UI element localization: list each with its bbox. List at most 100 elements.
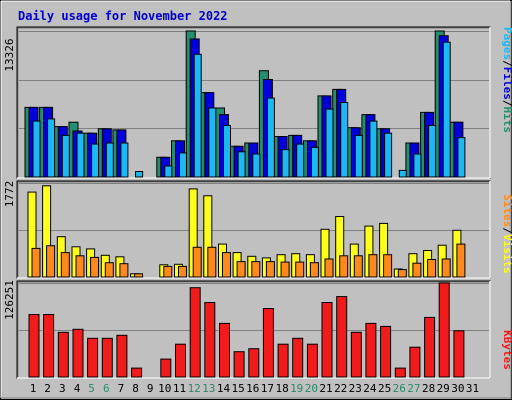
- day-label-13: 13: [202, 382, 215, 395]
- bar-sites-day-5: [90, 256, 100, 278]
- x-axis-day-labels: 1 2 3 4 5 6 7 8 9 10 11 12 13 14 15 16 17 18 19 20 21 22 23 24 2…: [30, 382, 479, 395]
- day-label-29: 29: [437, 382, 450, 395]
- day-label-10: 10: [158, 382, 171, 395]
- bar-kbytes-day-4: [72, 328, 84, 378]
- day-label-23: 23: [349, 382, 362, 395]
- panel-0-bars: [24, 30, 466, 178]
- bar-sites-day-24: [368, 254, 378, 278]
- bar-pages-day-15: [237, 151, 246, 178]
- day-label-14: 14: [217, 382, 231, 395]
- bar-sites-day-21: [324, 258, 334, 278]
- bar-sites-day-13: [207, 246, 217, 278]
- bar-kbytes-day-22: [336, 296, 348, 378]
- legend-sep-3: /: [501, 227, 512, 234]
- day-label-26: 26: [393, 382, 406, 395]
- panel-0-ymax-label: 13326: [3, 38, 16, 71]
- day-label-22: 22: [334, 382, 347, 395]
- day-label-3: 3: [59, 382, 66, 395]
- bar-sites-day-16: [251, 261, 261, 278]
- bar-pages-day-28: [428, 125, 437, 178]
- bar-kbytes-day-8: [131, 367, 143, 378]
- bar-kbytes-day-3: [57, 331, 69, 378]
- panel-visits-sites: [16, 180, 491, 279]
- bar-pages-day-24: [369, 120, 378, 178]
- bar-sites-day-26: [397, 269, 407, 278]
- bar-kbytes-day-29: [438, 282, 450, 378]
- bar-sites-day-4: [75, 255, 85, 278]
- panel-0-gridlines: [19, 31, 489, 129]
- bar-pages-day-17: [266, 97, 275, 178]
- legend-hits: Hits: [501, 107, 512, 134]
- day-label-18: 18: [275, 382, 288, 395]
- day-label-25: 25: [378, 382, 391, 395]
- day-label-20: 20: [305, 382, 318, 395]
- panel-2-gridlines: [19, 283, 489, 331]
- day-label-6: 6: [103, 382, 110, 395]
- panel-hits-files-pages: [16, 26, 491, 179]
- panel-kbytes: [16, 280, 491, 379]
- legend-sep-2: /: [501, 100, 512, 107]
- bar-pages-day-20: [310, 146, 319, 178]
- bar-sites-day-2: [46, 245, 56, 278]
- bar-pages-day-5: [91, 143, 100, 178]
- bar-pages-day-23: [354, 134, 363, 178]
- bar-sites-day-15: [236, 261, 246, 278]
- day-label-15: 15: [231, 382, 244, 395]
- day-label-4: 4: [74, 382, 81, 395]
- bar-kbytes-day-23: [350, 331, 362, 378]
- day-label-19: 19: [290, 382, 303, 395]
- bar-pages-day-7: [120, 142, 129, 178]
- bar-sites-day-22: [339, 255, 349, 278]
- bar-sites-day-28: [427, 259, 437, 278]
- legend-pages: Pages: [501, 27, 512, 60]
- bar-kbytes-day-5: [87, 337, 99, 378]
- day-label-9: 9: [147, 382, 154, 395]
- day-label-27: 27: [407, 382, 420, 395]
- legend-visits-sites: Sites/Visits: [501, 194, 512, 274]
- legend-files: Files: [501, 67, 512, 100]
- day-label-24: 24: [363, 382, 377, 395]
- bar-kbytes-day-13: [204, 302, 216, 378]
- day-label-7: 7: [118, 382, 125, 395]
- bar-kbytes-day-28: [424, 316, 436, 378]
- bar-pages-day-14: [223, 125, 231, 178]
- bar-kbytes-day-16: [248, 348, 260, 378]
- bar-pages-day-19: [296, 143, 305, 178]
- bar-kbytes-day-25: [380, 325, 392, 378]
- bar-kbytes-day-14: [219, 322, 230, 378]
- bar-pages-day-30: [457, 137, 466, 178]
- bar-pages-day-27: [413, 153, 422, 178]
- bar-sites-day-11: [178, 265, 187, 278]
- bar-kbytes-day-19: [292, 337, 304, 378]
- bar-sites-day-18: [280, 261, 290, 278]
- bar-sites-day-6: [104, 262, 114, 278]
- bar-pages-day-21: [325, 108, 334, 178]
- panel-2-ymax-label: 126251: [3, 280, 16, 320]
- bar-kbytes-day-26: [394, 367, 406, 378]
- bar-kbytes-day-2: [43, 314, 55, 378]
- bar-kbytes-day-17: [262, 308, 274, 378]
- bar-sites-day-29: [441, 258, 451, 278]
- chart-title: Daily usage for November 2022: [18, 9, 228, 23]
- bar-sites-day-8: [134, 273, 144, 278]
- bar-kbytes-day-24: [365, 322, 377, 378]
- day-label-28: 28: [422, 382, 435, 395]
- bar-pages-day-3: [61, 134, 70, 178]
- legend-sep-1: /: [501, 60, 512, 67]
- bar-sites-day-27: [412, 262, 422, 278]
- bar-sites-day-25: [383, 254, 393, 278]
- bar-kbytes-day-30: [453, 330, 465, 378]
- bar-kbytes-day-21: [321, 302, 333, 378]
- day-label-30: 30: [451, 382, 464, 395]
- bar-sites-day-23: [353, 255, 363, 278]
- day-label-1: 1: [30, 382, 37, 395]
- legend-sites: Sites: [501, 194, 512, 227]
- bar-pages-day-25: [384, 132, 393, 178]
- bar-sites-day-12: [192, 246, 202, 278]
- day-label-5: 5: [88, 382, 95, 395]
- bar-sites-day-7: [119, 263, 129, 278]
- bar-kbytes-day-10: [160, 358, 172, 378]
- legend-kbytes: KBytes: [501, 330, 512, 370]
- bar-kbytes-day-7: [116, 334, 128, 378]
- bar-pages-day-10: [164, 165, 173, 178]
